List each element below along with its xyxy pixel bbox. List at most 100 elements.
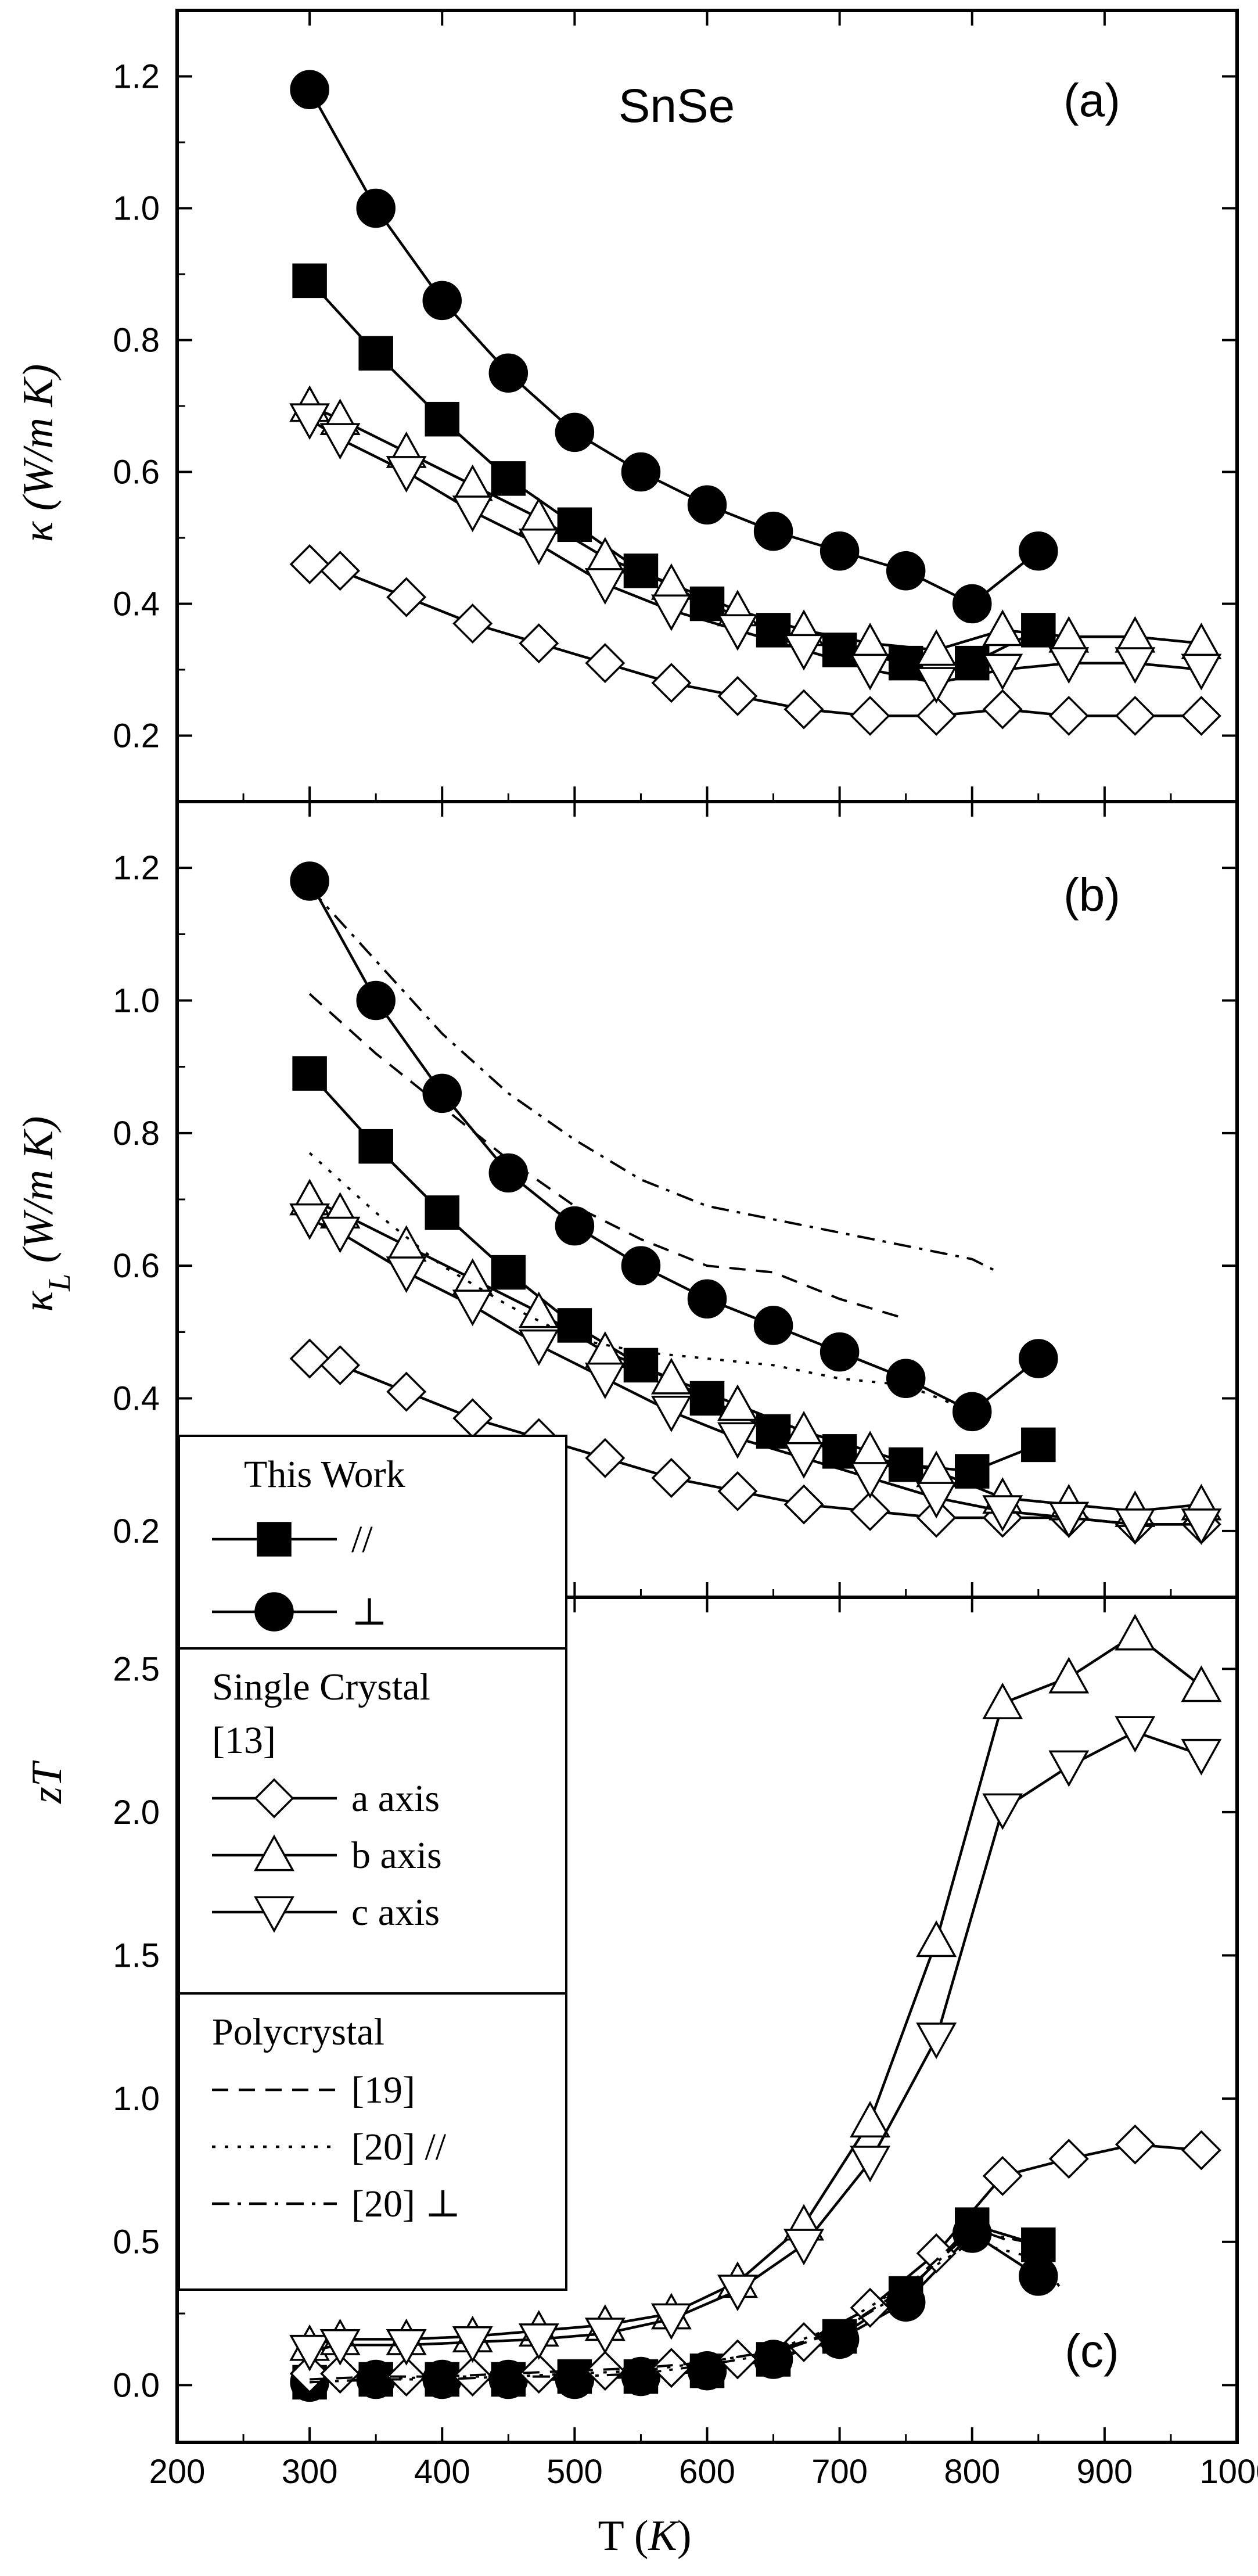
data-point-this-work-par <box>358 1129 393 1164</box>
data-point-c-axis <box>650 1395 692 1432</box>
data-point-b-axis <box>1115 1614 1156 1651</box>
legend-group-title: Single Crystal <box>212 1666 430 1708</box>
legend-entry-b-axis: b axis <box>212 1834 442 1877</box>
x-tick-label: 200 <box>149 2453 206 2491</box>
data-point-c-axis <box>982 1495 1023 1532</box>
x-axis-label-main: T ( <box>598 2512 648 2560</box>
data-point-b-axis <box>982 1682 1023 1719</box>
x-axis-label-close: ) <box>677 2512 692 2560</box>
data-point-this-work-par <box>292 1056 327 1091</box>
panel-a-label: (a) <box>1063 74 1120 126</box>
data-point-b-axis <box>717 1384 758 1421</box>
data-point-c-axis <box>1181 653 1222 691</box>
data-point-a-axis <box>320 2354 361 2394</box>
legend-entry-20-par: [20] // <box>212 2126 447 2168</box>
data-point-this-work-par <box>292 263 327 299</box>
data-point-b-axis <box>1181 1665 1222 1702</box>
data-point-this-work-perp <box>621 2356 661 2397</box>
data-point-a-axis <box>982 2155 1023 2196</box>
data-point-this-work-perp <box>886 1359 926 1398</box>
data-point-a-axis <box>386 577 427 617</box>
panel-a-series-c-axis <box>289 403 1222 704</box>
panel-b-plot-area <box>175 800 1239 1599</box>
legend-entry-20-perp: [20] ⊥ <box>212 2183 461 2225</box>
data-point-c-axis <box>386 1256 427 1294</box>
data-point-a-axis <box>916 2233 957 2273</box>
legend-entry-label: [20] ⊥ <box>351 2183 461 2225</box>
data-point-this-work-perp <box>555 412 595 452</box>
panel-c-label: (c) <box>1065 2325 1119 2377</box>
legend: This Work // ⊥ Single Crystal [13] a axis b ax… <box>178 1435 567 2291</box>
y-tick-label: 0.2 <box>113 717 160 755</box>
data-point-c-axis <box>386 2329 427 2366</box>
data-point-b-axis <box>850 2100 891 2137</box>
data-point-a-axis <box>850 1491 890 1532</box>
panel-b-series-19 <box>308 993 907 1320</box>
panel-a-y-tick-labels: 0.2 0.4 0.6 0.8 1.0 1.2 <box>113 58 160 755</box>
data-point-this-work-perp <box>422 1073 462 1113</box>
legend-group-single-crystal: Single Crystal [13] a axis b axis c axis <box>178 1647 567 1995</box>
legend-marker <box>257 1522 292 1557</box>
y-tick-label: 1.2 <box>113 58 160 96</box>
data-point-c-axis <box>584 2318 626 2355</box>
data-point-c-axis <box>982 653 1023 691</box>
legend-entry-label: a axis <box>351 1777 440 1820</box>
x-axis-label-unit: K <box>648 2512 680 2560</box>
data-point-this-work-perp <box>820 1332 860 1372</box>
panel-c-series-20-par <box>310 2240 1066 2384</box>
panel-a-series-this-work-perp <box>290 70 1058 624</box>
y-tick-label: 1.0 <box>113 190 160 228</box>
legend-entry-19: [19] <box>212 2069 415 2111</box>
data-point-this-work-perp <box>886 551 926 591</box>
panel-c-frame <box>175 1596 1239 2444</box>
panel-a-series-a-axis <box>289 544 1221 736</box>
panel-a-y-axis-units: (W/m K) <box>15 364 62 511</box>
data-point-this-work-par <box>1021 613 1056 648</box>
data-point-a-axis <box>289 544 330 584</box>
legend-box <box>178 1992 567 2291</box>
data-point-this-work-perp <box>621 1246 661 1285</box>
data-point-c-axis <box>1048 647 1090 684</box>
panel-b-label: (b) <box>1063 869 1120 921</box>
x-tick-label: 600 <box>679 2453 735 2491</box>
legend-marker <box>254 1778 294 1819</box>
y-tick-label: 2.5 <box>113 1650 160 1688</box>
x-tick-label: 800 <box>944 2453 1000 2491</box>
legend-entry-label: c axis <box>351 1891 440 1934</box>
panel-c: 0.0 0.5 1.0 1.5 2.0 2.5 (c) zT <box>23 1596 1239 2444</box>
x-tick-label: 500 <box>547 2453 603 2491</box>
data-point-a-axis <box>916 695 957 736</box>
data-point-this-work-perp <box>1019 531 1058 571</box>
legend-group-title: This Work <box>244 1453 405 1496</box>
data-point-c-axis <box>783 1442 825 1479</box>
panel-b-series-this-work-perp <box>290 861 1058 1432</box>
legend-group-this-work: This Work // ⊥ <box>178 1435 567 1650</box>
x-tick-label: 400 <box>414 2453 470 2491</box>
data-point-b-axis <box>1048 1657 1090 1694</box>
data-point-this-work-par <box>955 1454 990 1489</box>
data-point-a-axis <box>1115 695 1155 736</box>
data-point-c-axis <box>850 2146 891 2183</box>
y-tick-label: 0.4 <box>113 1380 160 1418</box>
data-point-c-axis <box>783 2229 825 2266</box>
data-point-c-axis <box>783 634 825 671</box>
data-point-b-axis <box>518 1291 559 1328</box>
panel-c-y-tick-labels: 0.0 0.5 1.0 1.5 2.0 2.5 <box>113 1650 160 2404</box>
legend-entry-this-work-par: // <box>212 1518 373 1561</box>
y-tick-label: 0.4 <box>113 585 160 623</box>
x-axis-label: T (K) <box>598 2512 691 2560</box>
data-point-c-axis <box>916 667 957 704</box>
panel-a-y-axis-label: κ (W/m K) <box>15 364 62 542</box>
data-point-this-work-perp <box>488 1153 529 1193</box>
data-point-c-axis <box>1115 1508 1156 1546</box>
data-point-a-axis <box>1048 695 1089 736</box>
panel-b-y-axis-label: κL (W/m K) <box>15 1116 77 1312</box>
data-point-a-axis <box>717 2339 758 2380</box>
data-point-b-axis <box>650 1357 692 1395</box>
data-point-a-axis <box>1115 2124 1155 2165</box>
panel-b-y-axis-units: (W/m K) <box>15 1116 62 1263</box>
data-point-this-work-perp <box>356 980 396 1021</box>
data-point-a-axis <box>717 676 758 716</box>
data-point-this-work-perp <box>488 353 529 393</box>
data-point-c-axis <box>850 1462 891 1499</box>
